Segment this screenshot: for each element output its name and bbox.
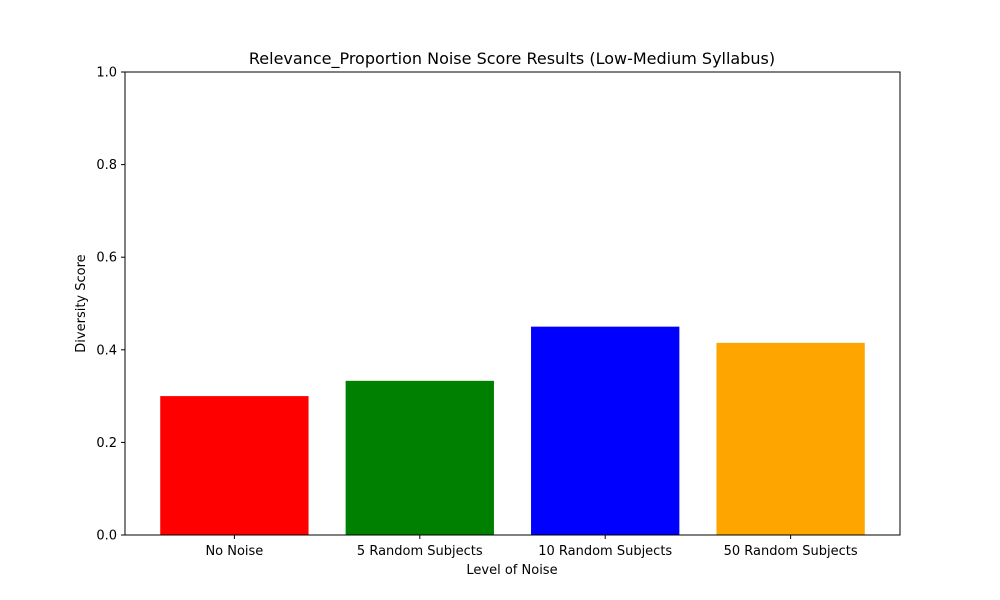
x-tick-label: 10 Random Subjects bbox=[538, 544, 672, 559]
y-tick-label: 0.8 bbox=[96, 158, 117, 173]
y-tick-label: 1.0 bbox=[96, 66, 117, 81]
x-axis-label: Level of Noise bbox=[466, 563, 557, 578]
bar-5-random-subjects bbox=[345, 380, 494, 535]
chart-title: Relevance_Proportion Noise Score Results… bbox=[249, 49, 775, 69]
bar-group bbox=[160, 326, 865, 535]
plot-frame bbox=[124, 71, 901, 536]
bar-50-random-subjects bbox=[716, 342, 865, 535]
y-tick-label: 0.6 bbox=[96, 251, 117, 266]
y-axis: 0.0 0.2 0.4 0.6 0.8 1.0 bbox=[96, 66, 125, 544]
bar-no-noise bbox=[160, 396, 309, 535]
y-tick-label: 0.0 bbox=[96, 529, 117, 544]
x-axis: No Noise 5 Random Subjects 10 Random Subje… bbox=[205, 535, 858, 559]
x-tick-label: 5 Random Subjects bbox=[357, 544, 483, 559]
y-tick-label: 0.2 bbox=[96, 436, 117, 451]
y-axis-label: Diversity Score bbox=[74, 254, 89, 352]
x-tick-label: 50 Random Subjects bbox=[724, 544, 858, 559]
x-tick-label: No Noise bbox=[205, 544, 263, 559]
y-tick-label: 0.4 bbox=[96, 343, 117, 358]
bar-10-random-subjects bbox=[531, 326, 680, 535]
